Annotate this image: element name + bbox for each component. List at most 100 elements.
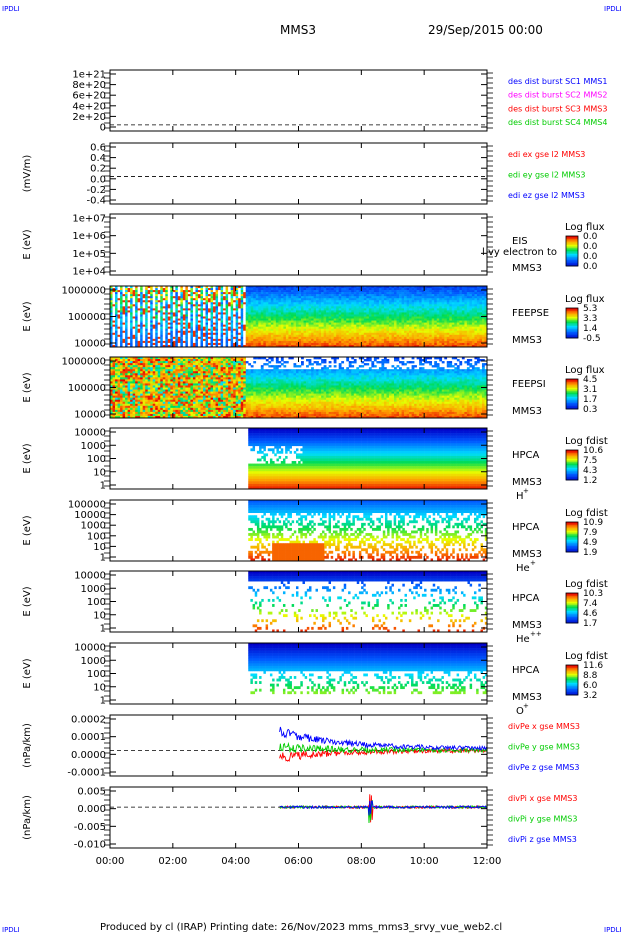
heat-cell (258, 302, 262, 305)
heat-cell (466, 344, 470, 348)
heat-cell (213, 292, 216, 295)
heat-cell (441, 300, 445, 303)
heat-cell (137, 328, 141, 332)
heat-cell (233, 290, 236, 293)
heat-cell (421, 298, 425, 301)
heat-cell (197, 326, 201, 329)
heat-cell (197, 306, 201, 309)
heat-cell (451, 290, 455, 293)
heat-cell (288, 296, 292, 299)
heat-cell (268, 336, 272, 340)
heat-cell (172, 298, 176, 301)
heat-cell (321, 300, 324, 303)
heat-cell (170, 340, 174, 344)
heat-cell (306, 314, 309, 317)
heat-cell (449, 334, 453, 338)
heat-cell (295, 294, 299, 297)
heat-cell (378, 306, 382, 309)
heat-cell (351, 312, 355, 315)
heat-cell (273, 316, 277, 319)
heat-cell (235, 296, 239, 299)
heat-cell (399, 320, 402, 323)
heat-cell (378, 338, 382, 342)
heat-cell (308, 312, 312, 315)
heat-cell (157, 336, 161, 340)
heat-cell (341, 290, 345, 293)
heat-cell (210, 314, 214, 317)
heat-cell (313, 306, 317, 309)
heat-cell (456, 316, 460, 319)
heat-cell (446, 296, 450, 299)
heat-cell (378, 286, 382, 289)
heat-cell (110, 312, 113, 315)
heat-cell (280, 294, 284, 297)
heat-cell (358, 340, 362, 344)
heat-cell (125, 363, 128, 366)
heat-cell (351, 302, 355, 305)
heat-cell (147, 312, 151, 315)
heat-cell (228, 344, 231, 348)
heat-cell (434, 294, 438, 297)
heat-cell (200, 304, 204, 307)
heat-cell (479, 322, 483, 325)
heat-cell (328, 324, 332, 327)
heat-cell (366, 288, 370, 291)
heat-cell (358, 322, 362, 325)
heat-cell (210, 322, 214, 325)
heat-cell (230, 320, 234, 323)
heat-cell (245, 326, 249, 329)
heat-cell (290, 300, 294, 303)
heat-cell (245, 332, 249, 336)
heat-cell (451, 300, 455, 303)
heat-cell (152, 302, 156, 305)
heat-cell (293, 304, 297, 307)
heat-cell (250, 294, 254, 297)
heat-cell (145, 342, 148, 346)
heat-cell (152, 334, 156, 338)
heat-cell (449, 336, 453, 340)
heat-cell (223, 318, 226, 321)
heat-cell (132, 288, 136, 291)
heat-cell (167, 336, 171, 340)
heat-cell (213, 336, 216, 340)
heat-cell (386, 320, 390, 323)
heat-cell (190, 330, 194, 334)
heat-cell (190, 294, 194, 297)
colorbar-cell (566, 246, 578, 249)
colorbar-cell (566, 264, 578, 267)
heat-cell (373, 344, 377, 348)
heat-cell (218, 308, 221, 311)
heat-cell (464, 312, 468, 315)
heat-cell (205, 294, 209, 297)
heat-cell (263, 298, 267, 301)
heat-cell (137, 294, 141, 297)
heat-cell (419, 314, 422, 317)
heat-cell (180, 306, 184, 309)
heat-cell (471, 332, 475, 336)
heat-cell (301, 312, 304, 315)
heat-cell (172, 292, 176, 295)
heat-cell (112, 324, 116, 327)
heat-cell (208, 336, 211, 340)
heat-cell (476, 328, 480, 332)
heat-cell (155, 296, 159, 299)
heat-cell (240, 296, 244, 299)
heat-cell (170, 324, 174, 327)
heat-cell (416, 334, 420, 338)
heat-cell (328, 316, 332, 319)
heat-cell (135, 344, 138, 348)
heat-cell (404, 344, 407, 348)
heat-cell (135, 342, 138, 346)
heat-cell (378, 320, 382, 323)
heat-cell (366, 326, 370, 329)
heat-cell (371, 324, 375, 327)
heat-cell (411, 320, 415, 323)
heat-cell (336, 322, 340, 325)
colorbar-cell (566, 324, 578, 327)
heat-cell (466, 322, 470, 325)
heat-cell (125, 300, 128, 303)
heat-cell (147, 302, 151, 305)
heat-cell (112, 306, 116, 309)
heat-cell (399, 304, 402, 307)
heat-cell (436, 324, 440, 327)
